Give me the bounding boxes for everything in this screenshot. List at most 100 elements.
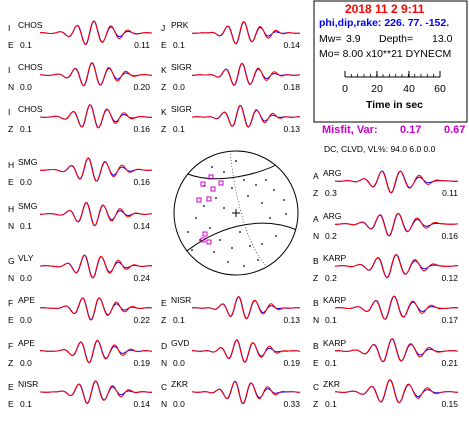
trace-panel: E NISR Z 0.1 0.13 (161, 295, 300, 325)
trace-station-name: ZKR (323, 379, 340, 389)
observed-waveform (39, 254, 153, 279)
trace-station-letter: B (313, 256, 319, 266)
trace-right-value: 0.16 (441, 231, 458, 241)
station-marker (210, 186, 216, 192)
trace-station-name: SMG (18, 201, 37, 211)
trace-station-name: SMG (18, 157, 37, 167)
station-markers (196, 174, 224, 245)
trace-right-value: 0.17 (441, 315, 458, 325)
trace-panel: H SMG N 0.1 0.14 (8, 201, 153, 231)
trace-station-name: CHOS (18, 104, 43, 114)
trace-left-value: 0.0 (20, 82, 32, 92)
observed-waveform (39, 62, 153, 87)
time-tick-label: 0 (342, 83, 348, 95)
polarity-dot (265, 179, 267, 181)
trace-station-letter: J (161, 23, 165, 33)
trace-station-letter: K (161, 65, 167, 75)
trace-panel: D GVD N 0.0 0.19 (161, 338, 300, 368)
polarity-dot (191, 249, 193, 251)
trace-station-name: KARP (323, 338, 346, 348)
observed-waveform (191, 20, 301, 45)
trace-station-name: ZKR (171, 379, 188, 389)
trace-component: N (313, 231, 319, 241)
trace-station-name: NISR (171, 295, 191, 305)
trace-component: Z (313, 273, 318, 283)
mw-label: Mw= (319, 33, 341, 45)
polarity-dot (257, 259, 259, 261)
trace-component: Z (161, 124, 166, 134)
observed-waveform (191, 104, 300, 128)
observed-waveform (191, 296, 301, 320)
trace-component: E (161, 40, 167, 50)
observed-waveform (192, 63, 301, 86)
trace-right-value: 0.19 (133, 358, 150, 368)
trace-station-letter: I (8, 107, 10, 117)
observed-waveform (334, 379, 459, 404)
trace-left-value: 0.2 (325, 273, 337, 283)
trace-right-value: 0.21 (441, 358, 458, 368)
trace-right-value: 0.33 (283, 399, 300, 409)
trace-right-value: 0.16 (133, 177, 150, 187)
misfit-label: Misfit, Var: (322, 124, 378, 136)
polarity-dot (211, 166, 213, 168)
trace-component: Z (8, 124, 13, 134)
trace-panel: G VLY N 0.0 0.24 (8, 253, 153, 283)
time-tick-label: 40 (403, 83, 415, 95)
trace-station-letter: E (161, 298, 167, 308)
observed-waveform (39, 103, 153, 129)
trace-right-value: 0.18 (283, 82, 300, 92)
observed-waveform (39, 339, 153, 364)
focal-mechanism-beachball (173, 150, 299, 276)
trace-station-letter: B (313, 341, 319, 351)
observed-waveform (335, 212, 459, 237)
observed-waveform (334, 254, 459, 279)
trace-left-value: 0.1 (20, 124, 32, 134)
station-marker (208, 174, 214, 180)
trace-right-value: 0.11 (442, 188, 458, 198)
station-marker (202, 231, 208, 237)
trace-left-value: 0.0 (173, 82, 185, 92)
trace-left-value: 0.0 (20, 177, 32, 187)
polarity-dot (187, 231, 189, 233)
time-scale: 0 20 40 60 Time in sec (342, 71, 446, 111)
station-marker (200, 181, 206, 187)
polarity-dots (187, 160, 287, 267)
trace-station-name: CHOS (18, 20, 43, 30)
polarity-dot (195, 217, 197, 219)
station-marker (218, 180, 224, 186)
trace-component: N (161, 399, 167, 409)
trace-station-name: SIGR (171, 62, 192, 72)
trace-panel: I CHOS Z 0.1 0.16 (8, 103, 153, 134)
polarity-dot (231, 187, 233, 189)
trace-panel: B KARP E 0.1 0.21 (313, 338, 458, 368)
trace-right-value: 0.14 (283, 40, 300, 50)
trace-station-name: ARG (323, 211, 341, 221)
trace-left-value: 0.0 (20, 273, 32, 283)
trace-station-letter: G (8, 256, 15, 266)
trace-panel: H SMG E 0.0 0.16 (8, 157, 153, 187)
time-scale-ticks: 0 20 40 60 (342, 71, 446, 95)
trace-station-letter: D (161, 341, 167, 351)
trace-left-value: 0.0 (173, 358, 185, 368)
trace-left-value: 0.1 (325, 399, 337, 409)
trace-component: Z (313, 399, 318, 409)
info-box-border (313, 0, 468, 123)
polarity-dot (213, 251, 215, 253)
trace-panel: F APE Z 0.0 0.19 (8, 338, 153, 368)
polarity-dot (243, 179, 245, 181)
trace-right-value: 0.13 (283, 124, 300, 134)
trace-station-name: APE (18, 338, 35, 348)
polarity-dot (223, 171, 225, 173)
auxiliary-line (229, 151, 271, 271)
observed-waveform (191, 339, 301, 363)
trace-component: Z (161, 82, 166, 92)
trace-panel: C ZKR N 0.0 0.33 (161, 379, 300, 409)
polarity-dot (243, 265, 245, 267)
trace-panel: I CHOS E 0.1 0.11 (8, 20, 153, 50)
polarity-dot (255, 184, 257, 186)
polarity-dot (235, 160, 237, 162)
trace-right-value: 0.15 (441, 399, 458, 409)
polarity-dot (285, 213, 287, 215)
polarity-dot (269, 217, 271, 219)
